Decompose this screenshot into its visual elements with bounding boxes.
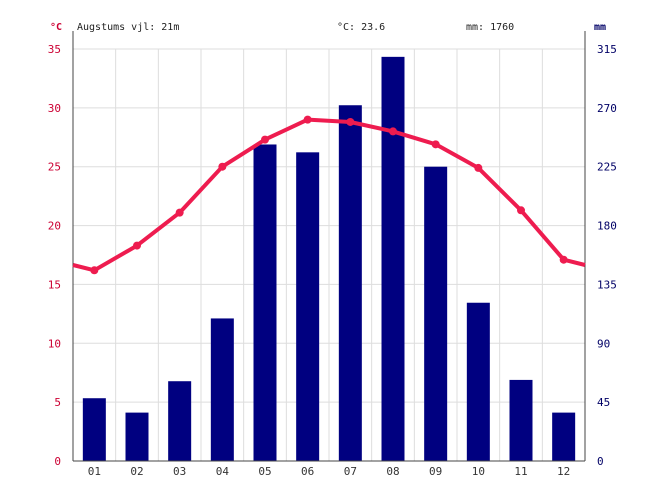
chart-axes [72, 31, 586, 462]
right-axis-tick-label: 270 [597, 102, 617, 115]
x-axis-tick-label: 10 [472, 465, 485, 478]
precipitation-bar [552, 412, 576, 461]
left-axis-tick-label: 15 [48, 278, 61, 291]
temperature-point [218, 162, 227, 171]
temperature-point [303, 115, 312, 124]
temperature-point [389, 127, 397, 136]
precipitation-bars [82, 56, 576, 462]
x-axis-tick-label: 07 [344, 465, 357, 478]
precipitation-bar [125, 412, 149, 461]
temperature-point [474, 163, 483, 172]
temperature-line-group [72, 115, 586, 275]
temperature-point [261, 135, 269, 144]
left-axis-tick-label: 5 [54, 396, 61, 409]
left-axis-tick-label: 25 [48, 161, 61, 174]
precipitation-bar [424, 166, 448, 461]
left-axis-tick-label: 35 [48, 43, 61, 56]
temperature-point [517, 206, 525, 215]
left-axis-tick-label: 10 [48, 337, 61, 350]
right-axis-tick-label: 45 [597, 396, 610, 409]
altitude-label: Augstums vjl: 21m [77, 22, 180, 33]
left-axis-tick-label: 20 [48, 220, 61, 233]
right-axis-tick-label: 225 [597, 161, 617, 174]
temperature-line [72, 117, 586, 273]
right-axis-tick-label: 0 [597, 455, 604, 468]
precipitation-bar [338, 105, 362, 461]
x-axis-tick-label: 09 [429, 465, 442, 478]
precipitation-bar [509, 379, 533, 461]
precipitation-bar [466, 302, 490, 461]
precipitation-bar [253, 144, 277, 461]
temperature-point [559, 255, 568, 264]
x-axis-tick-label: 04 [216, 465, 230, 478]
temperature-unit-label: °C [50, 22, 63, 33]
average-temperature-label: °C: 23.6 [337, 22, 386, 33]
right-axis-tick-label: 135 [597, 278, 617, 291]
temperature-point [90, 266, 99, 275]
precipitation-unit-label: mm [594, 22, 607, 33]
right-axis-tick-label: 180 [597, 220, 617, 233]
temperature-point [346, 117, 355, 126]
left-axis-tick-label: 0 [54, 455, 61, 468]
x-axis-tick-label: 08 [386, 465, 399, 478]
precipitation-bar [210, 318, 234, 461]
temperature-point [431, 140, 440, 149]
x-axis-tick-label: 03 [173, 465, 186, 478]
left-axis-tick-label: 30 [48, 102, 61, 115]
total-precipitation-label: mm: 1760 [466, 22, 515, 33]
x-axis-tick-label: 12 [557, 465, 570, 478]
x-axis-tick-label: 11 [514, 465, 527, 478]
right-axis-tick-label: 90 [597, 337, 610, 350]
x-axis-tick-label: 06 [301, 465, 314, 478]
precipitation-bar [296, 152, 320, 462]
temperature-point [133, 241, 141, 250]
x-axis-tick-label: 05 [258, 465, 271, 478]
temperature-point [175, 208, 184, 217]
x-axis-tick-label: 02 [130, 465, 143, 478]
precipitation-bar [381, 56, 405, 461]
right-axis-tick-label: 315 [597, 43, 617, 56]
x-axis-tick-label: 01 [88, 465, 101, 478]
grid-lines [72, 48, 586, 462]
precipitation-bar [82, 398, 106, 461]
precipitation-bar [168, 381, 192, 461]
